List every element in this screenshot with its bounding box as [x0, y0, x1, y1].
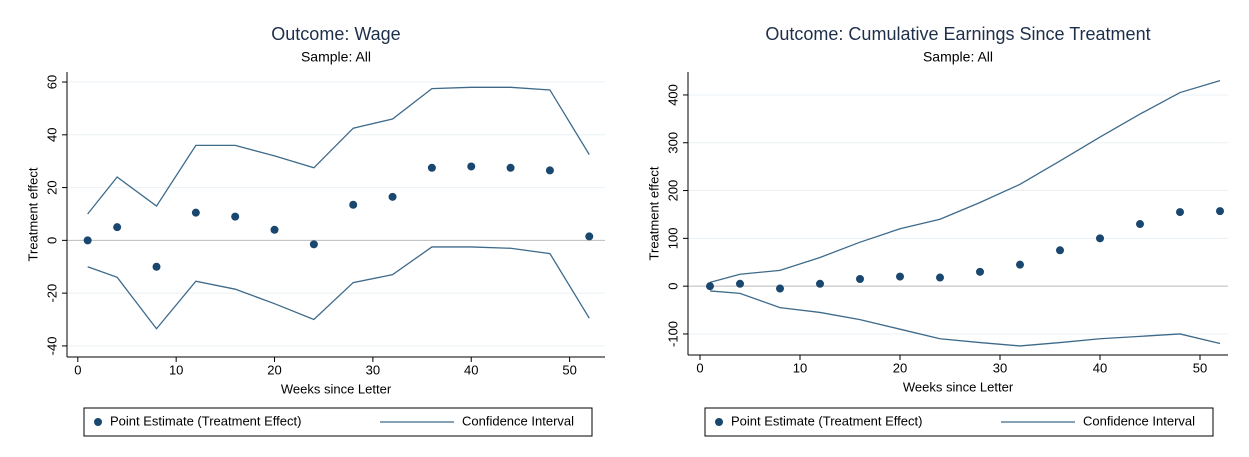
- ci-line: [709, 290, 1221, 347]
- point: [83, 236, 92, 245]
- point: [388, 192, 397, 201]
- point: [427, 163, 436, 172]
- legend-label: Point Estimate (Treatment Effect): [731, 413, 922, 428]
- y-tick-label: 100: [665, 228, 680, 250]
- legend-label: Point Estimate (Treatment Effect): [110, 413, 301, 428]
- point: [113, 223, 122, 232]
- point: [270, 225, 279, 234]
- y-axis-label: Treatment effect: [646, 166, 661, 260]
- x-tick-label: 20: [893, 360, 907, 375]
- point: [349, 200, 358, 209]
- point: [506, 163, 515, 172]
- point: [1096, 234, 1104, 243]
- x-tick-label: 30: [993, 360, 1007, 375]
- point: [152, 262, 161, 271]
- point: [706, 282, 714, 291]
- point: [816, 279, 824, 288]
- y-tick-label: 20: [44, 180, 59, 194]
- x-tick-label: 10: [793, 360, 807, 375]
- point: [231, 212, 240, 221]
- point: [896, 272, 904, 281]
- point: [976, 267, 984, 276]
- chart-subtitle: Sample: All: [923, 49, 993, 65]
- point: [1216, 207, 1224, 216]
- x-tick-label: 50: [1193, 360, 1207, 375]
- x-tick-label: 40: [464, 362, 478, 377]
- ci-line: [87, 246, 590, 330]
- point: [1056, 246, 1064, 255]
- y-tick-label: 200: [665, 180, 680, 202]
- y-tick-label: 40: [44, 128, 59, 142]
- y-tick-label: -100: [665, 321, 680, 347]
- y-tick-label: 60: [44, 75, 59, 89]
- point: [1176, 208, 1184, 217]
- legend-box: [83, 407, 593, 437]
- chart-subtitle: Sample: All: [301, 49, 371, 65]
- legend-label: Confidence Interval: [462, 413, 574, 428]
- ci-line: [87, 86, 590, 215]
- legend-marker: [715, 418, 723, 426]
- point: [467, 162, 476, 171]
- x-tick-label: 0: [696, 360, 703, 375]
- x-tick-label: 20: [267, 362, 281, 377]
- ci-line: [709, 79, 1221, 283]
- chart-title: Outcome: Wage: [271, 24, 400, 44]
- legend-label: Confidence Interval: [1083, 413, 1195, 428]
- chart-title: Outcome: Cumulative Earnings Since Treat…: [765, 24, 1150, 44]
- point: [856, 274, 864, 283]
- point: [776, 284, 784, 293]
- point: [1016, 260, 1024, 269]
- x-tick-label: 50: [562, 362, 576, 377]
- legend-box: [704, 407, 1214, 437]
- point: [936, 273, 944, 282]
- x-tick-label: 10: [169, 362, 183, 377]
- x-axis-label: Weeks since Letter: [903, 379, 1014, 394]
- point: [545, 166, 554, 175]
- y-tick-label: -20: [44, 284, 59, 303]
- point: [309, 240, 318, 249]
- point: [1136, 220, 1144, 229]
- point: [736, 279, 744, 288]
- legend-marker: [94, 418, 102, 426]
- y-tick-label: -40: [44, 337, 59, 356]
- x-tick-label: 0: [74, 362, 81, 377]
- point: [191, 208, 200, 217]
- x-tick-label: 30: [366, 362, 380, 377]
- y-axis-label: Treatment effect: [25, 167, 40, 261]
- x-tick-label: 40: [1093, 360, 1107, 375]
- x-axis-label: Weeks since Letter: [281, 381, 392, 396]
- y-tick-label: 0: [665, 283, 680, 290]
- y-tick-label: 300: [665, 132, 680, 154]
- point: [585, 232, 594, 241]
- y-tick-label: 0: [44, 237, 59, 244]
- y-tick-label: 400: [665, 84, 680, 106]
